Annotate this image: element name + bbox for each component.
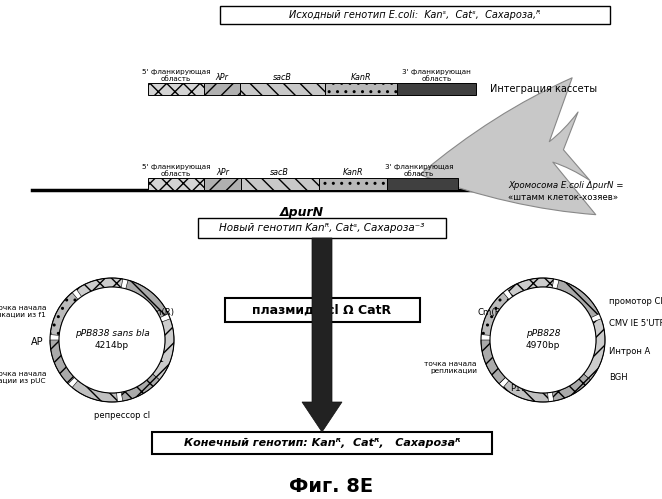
Polygon shape (50, 340, 75, 384)
FancyBboxPatch shape (152, 432, 492, 454)
Text: Интеграция кассеты: Интеграция кассеты (490, 84, 597, 94)
Text: 4214bp: 4214bp (95, 341, 129, 350)
Text: sacB: sacB (273, 73, 292, 82)
Text: ↗ p1: ↗ p1 (143, 355, 164, 364)
Text: 3' фланкирующая
область: 3' фланкирующая область (385, 164, 453, 177)
Text: точка начала
репликации: точка начала репликации (424, 361, 477, 375)
Circle shape (59, 287, 165, 393)
Circle shape (490, 287, 596, 393)
Text: sacB: sacB (270, 168, 289, 177)
Polygon shape (76, 278, 122, 296)
Polygon shape (481, 292, 509, 335)
Polygon shape (481, 340, 506, 384)
Polygon shape (584, 319, 605, 380)
Bar (241, 178, 318, 190)
Bar (325, 83, 397, 95)
Polygon shape (121, 374, 160, 401)
Text: λPr: λPr (215, 73, 228, 82)
Bar (204, 83, 240, 95)
Bar (240, 83, 325, 95)
Polygon shape (552, 374, 591, 401)
Text: Новый генотип Kanᴿ, Catˢ, Сахароза⁻³: Новый генотип Kanᴿ, Catˢ, Сахароза⁻³ (219, 223, 425, 233)
FancyBboxPatch shape (224, 298, 420, 322)
Bar (318, 178, 387, 190)
Text: Cm(R): Cm(R) (477, 307, 504, 316)
Text: ΔpurN: ΔpurN (280, 206, 324, 219)
Text: 4970bp: 4970bp (526, 341, 560, 350)
Text: P1↗: P1↗ (510, 384, 528, 393)
Text: Cm(R): Cm(R) (147, 307, 174, 316)
Polygon shape (508, 278, 554, 296)
Text: Интрон A: Интрон A (609, 347, 650, 356)
Text: pPB838 sans bla: pPB838 sans bla (75, 329, 150, 338)
Polygon shape (503, 381, 548, 402)
FancyBboxPatch shape (220, 6, 610, 24)
Text: 5' фланкирующая
область: 5' фланкирующая область (142, 69, 210, 82)
Text: CMV IE 5'UTR: CMV IE 5'UTR (609, 319, 662, 328)
Polygon shape (302, 238, 342, 432)
Bar (397, 83, 476, 95)
Text: точка начала
репликации из f1: точка начала репликации из f1 (0, 305, 46, 318)
Bar (148, 178, 204, 190)
Bar (204, 178, 241, 190)
Polygon shape (126, 280, 168, 317)
Text: репрессор cl: репрессор cl (94, 411, 150, 420)
Text: плазмида cl Ω CatR: плазмида cl Ω CatR (252, 303, 391, 316)
Polygon shape (50, 292, 78, 335)
Text: Хромосома E.coli ΔpurN =: Хромосома E.coli ΔpurN = (508, 181, 624, 190)
Text: Конечный генотип: Kanᴿ,  Catᴿ,   Сахарозаᴿ: Конечный генотип: Kanᴿ, Catᴿ, Сахарозаᴿ (184, 438, 460, 448)
Text: 3' фланкирующан
область: 3' фланкирующан область (402, 69, 471, 82)
FancyBboxPatch shape (198, 218, 446, 238)
Polygon shape (153, 319, 174, 380)
Text: AP: AP (31, 337, 44, 347)
Bar (148, 83, 204, 95)
Text: точка начала
репликации из pUC: точка начала репликации из pUC (0, 371, 46, 385)
Text: Исходный генотип E.coli:  Kanˢ,  Catˢ,  Сахароза,ᴿ: Исходный генотип E.coli: Kanˢ, Catˢ, Сах… (289, 10, 541, 20)
Text: «штамм клеток-хозяев»: «штамм клеток-хозяев» (508, 193, 618, 202)
Text: BGH: BGH (609, 373, 628, 383)
Polygon shape (557, 280, 599, 317)
Bar (387, 178, 458, 190)
Text: 5' фланкирующая
область: 5' фланкирующая область (142, 164, 210, 177)
Text: KanR: KanR (342, 168, 363, 177)
Text: промотор CMV: промотор CMV (609, 297, 662, 306)
Text: Фиг. 8Е: Фиг. 8Е (289, 477, 373, 496)
Polygon shape (72, 381, 117, 402)
Text: pPB828: pPB828 (526, 329, 560, 338)
Text: λPr: λPr (216, 168, 229, 177)
Text: KanR: KanR (351, 73, 371, 82)
